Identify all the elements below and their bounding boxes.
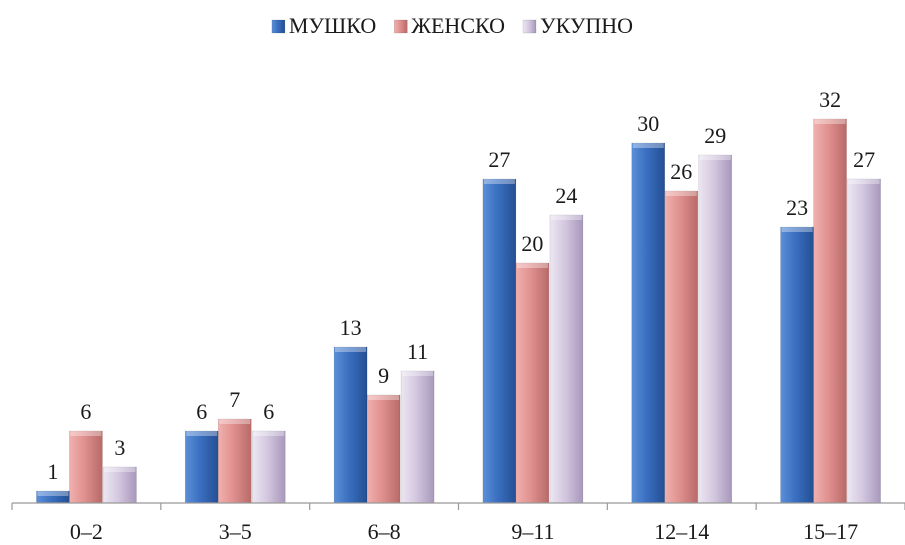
- legend-label: УКУПНО: [540, 13, 633, 38]
- bar-ЖЕНСКО-0–2: [69, 430, 103, 504]
- bar-УКУПНО-9–11: [549, 214, 584, 504]
- bar-highlight: [781, 227, 813, 232]
- bar-ЖЕНСКО-9–11: [515, 262, 550, 504]
- bar-highlight: [632, 143, 664, 148]
- bar-УКУПНО-15–17: [847, 178, 881, 504]
- legend: МУШКО ЖЕНСКО УКУПНО: [271, 13, 633, 38]
- bar-highlight: [219, 419, 251, 424]
- x-tick-label: 0–2: [70, 519, 103, 544]
- bar-highlight: [368, 395, 400, 400]
- bar-УКУПНО-12–14: [698, 154, 733, 504]
- data-label: 29: [704, 123, 726, 148]
- legend-label: ЖЕНСКО: [411, 13, 505, 38]
- bars-group: [36, 118, 881, 504]
- data-label: 6: [196, 399, 207, 424]
- legend-swatch: [271, 19, 286, 34]
- data-label: 27: [488, 147, 510, 172]
- data-label: 20: [521, 231, 543, 256]
- bar-highlight: [402, 371, 434, 376]
- data-label: 11: [407, 339, 428, 364]
- bar-ЖЕНСКО-3–5: [217, 418, 252, 504]
- bar-highlight: [335, 347, 367, 352]
- bar-highlight: [70, 431, 102, 436]
- data-label: 3: [114, 435, 125, 460]
- x-tick-label: 6–8: [368, 519, 401, 544]
- bar-МУШКО-6–8: [333, 346, 368, 504]
- data-label: 6: [263, 399, 274, 424]
- data-label: 7: [229, 387, 240, 412]
- bar-highlight: [699, 155, 731, 160]
- bar-УКУПНО-0–2: [103, 466, 137, 504]
- bar-МУШКО-3–5: [184, 430, 219, 504]
- bar-УКУПНО-6–8: [400, 370, 435, 504]
- bar-highlight: [814, 119, 846, 124]
- bar-МУШКО-9–11: [482, 178, 517, 504]
- data-label: 1: [47, 459, 58, 484]
- legend-swatch: [394, 19, 408, 34]
- legend-label: МУШКО: [289, 13, 376, 38]
- data-label: 6: [80, 399, 91, 424]
- data-label: 30: [637, 111, 659, 136]
- data-label: 9: [378, 363, 389, 388]
- data-label: 24: [555, 183, 577, 208]
- bar-highlight: [550, 215, 582, 220]
- bar-УКУПНО-3–5: [251, 430, 286, 504]
- bar-highlight: [848, 179, 880, 184]
- x-tick-label: 9–11: [511, 519, 554, 544]
- bar-highlight: [516, 263, 548, 268]
- bar-highlight: [37, 491, 69, 496]
- legend-item: МУШКО: [271, 13, 376, 38]
- bar-ЖЕНСКО-12–14: [664, 190, 699, 504]
- bar-ЖЕНСКО-6–8: [366, 394, 401, 504]
- data-label: 26: [670, 159, 692, 184]
- bar-highlight: [483, 179, 515, 184]
- data-label: 23: [786, 195, 808, 220]
- bar-highlight: [104, 467, 136, 472]
- x-axis: 0–2 3–5 6–8 9–11 12–14 15–17: [11, 502, 905, 544]
- data-label: 13: [340, 315, 362, 340]
- bar-highlight: [253, 431, 285, 436]
- bar-highlight: [186, 431, 218, 436]
- bar-МУШКО-12–14: [631, 142, 666, 504]
- x-tick-label: 3–5: [219, 519, 252, 544]
- bar-МУШКО-15–17: [780, 226, 814, 504]
- legend-item: ЖЕНСКО: [394, 13, 505, 38]
- legend-item: УКУПНО: [522, 13, 633, 38]
- bar-highlight: [665, 191, 697, 196]
- legend-swatch: [522, 19, 537, 34]
- x-tick-label: 12–14: [654, 519, 709, 544]
- data-label: 27: [853, 147, 875, 172]
- data-label: 32: [819, 87, 841, 112]
- x-tick-label: 15–17: [803, 519, 858, 544]
- bar-ЖЕНСКО-15–17: [813, 118, 847, 504]
